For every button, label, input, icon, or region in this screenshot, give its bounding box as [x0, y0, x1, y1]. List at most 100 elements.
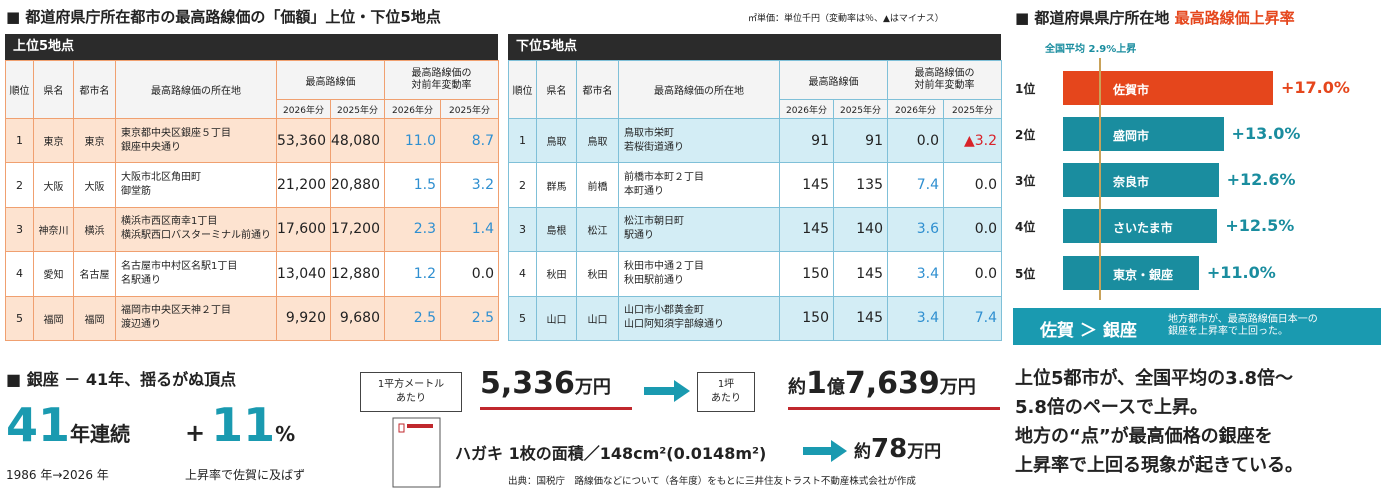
value-cell: 0.0 [943, 206, 1002, 253]
data-row: 2 大阪 大阪 大阪市北区角田町 御堂筋 21,200 20,880 1.5 3.2 [5, 162, 499, 208]
bar [1063, 71, 1273, 105]
data-row: 4 秋田 秋田 秋田市中通２丁目 秋田駅前通り 150 145 3.4 0.0 [508, 251, 1002, 297]
location-line: 秋田市中通２丁目 [624, 260, 704, 272]
unit: 万円 [574, 377, 611, 398]
column-header: 順位 [5, 60, 34, 119]
text-cell: 2 [5, 162, 34, 208]
location-line: 大阪市北区角田町 [121, 172, 201, 184]
summary-line: 上昇率で上回る現象が起きている。 [1015, 455, 1303, 476]
postcard-value: 約78万円 [854, 434, 941, 464]
category-label: 奈良市 [1113, 175, 1150, 189]
category-label: 佐賀市 [1113, 83, 1150, 97]
text-cell: 名古屋 [73, 251, 116, 297]
text-cell: 松江 [576, 206, 619, 253]
value-cell: 0.0 [943, 251, 1002, 297]
value-cell: 2.3 [384, 206, 441, 253]
table-title: 下位5地点 [508, 34, 1001, 60]
value-cell: 48,080 [330, 117, 385, 164]
column-header: 2026年分 [384, 99, 441, 119]
column-header: 2025年分 [330, 99, 385, 119]
text-cell: 4 [508, 251, 537, 297]
location-cell: 秋田市中通２丁目 秋田駅前通り [618, 251, 780, 297]
location-line: 松江市朝日町 [624, 216, 684, 228]
value-cell: 17,200 [330, 206, 385, 253]
rank-label: 1位 [1015, 82, 1036, 96]
value-cell: 145 [833, 251, 888, 297]
location-line: 山口市小郡黄金町 [624, 305, 704, 317]
text-cell: 秋田 [576, 251, 619, 297]
unit: 約 [854, 442, 871, 462]
column-header: 2025年分 [943, 99, 1002, 119]
header-row: 2026年分 2025年分 2026年分 2025年分 [509, 99, 1002, 119]
value-cell: 8.7 [440, 117, 499, 164]
column-header: 最高路線価の 対前年変動率 [384, 60, 499, 100]
value-cell: 135 [833, 162, 888, 208]
ginza-years: 41年連続 [6, 398, 130, 452]
header-line: 最高路線価の [914, 68, 975, 79]
value-cell: 150 [779, 251, 834, 297]
label-line: あたり [396, 393, 426, 404]
underline [788, 407, 1000, 410]
location-line: 横浜駅西口バスターミナル前通り [121, 230, 271, 242]
value-label: +11.0% [1206, 263, 1276, 282]
banner-line: 地方都市が、最高路線価日本一の [1168, 314, 1318, 325]
data-row: 3 神奈川 横浜 横浜市西区南幸1丁目 横浜駅西口バスターミナル前通り 17,600 17,… [5, 206, 499, 253]
location-line: 御堂筋 [121, 186, 151, 198]
location-cell: 前橋市本町２丁目 本町通り [618, 162, 780, 208]
average-line [1098, 58, 1101, 300]
data-row: 2 群馬 前橋 前橋市本町２丁目 本町通り 145 135 7.4 0.0 [508, 162, 1002, 208]
value-cell: 20,880 [330, 162, 385, 208]
value-cell: 3.4 [887, 295, 944, 341]
value-cell: 7.4 [887, 162, 944, 208]
value-cell: 0.0 [887, 117, 944, 164]
rank-label: 3位 [1015, 174, 1036, 188]
location-line: 福岡市中央区天神２丁目 [121, 305, 231, 317]
value-cell: 145 [779, 206, 834, 253]
value-cell: 17,600 [276, 206, 331, 253]
value-cell: 1.4 [440, 206, 499, 253]
unit-note: ㎡単価：単位千円（変動率は％、▲はマイナス） [748, 14, 944, 24]
banner-right: 地方都市が、最高路線価日本一の 銀座を上昇率で上回った。 [1168, 314, 1318, 338]
location-line: 鳥取市栄町 [624, 127, 674, 139]
location-cell: 横浜市西区南幸1丁目横浜駅西口バスターミナル前通り [115, 206, 277, 253]
value-cell: 0.0 [943, 162, 1002, 208]
column-header: 2025年分 [440, 99, 499, 119]
category-label: 東京・銀座 [1113, 268, 1174, 282]
bar [1063, 117, 1224, 151]
location-line: 横浜市西区南幸1丁目 [121, 216, 218, 228]
chart-title-prefix: ■ 都道府県県庁所在地 [1015, 9, 1170, 27]
location-cell: 名古屋市中村区名駅1丁目 名駅通り [115, 251, 277, 297]
location-line: 本町通り [624, 186, 664, 198]
column-header: 順位 [508, 60, 537, 119]
location-cell: 大阪市北区角田町 御堂筋 [115, 162, 277, 208]
chart-title: ■ 都道府県県庁所在地 最高路線価上昇率 [1015, 7, 1295, 28]
bar [1063, 163, 1219, 197]
text-cell: 横浜 [73, 206, 116, 253]
text-cell: 福岡 [33, 295, 74, 341]
data-row: 5 福岡 福岡 福岡市中央区天神２丁目 渡辺通り 9,920 9,680 2.5 2.5 [5, 295, 499, 341]
big-number: 11 [211, 398, 276, 452]
value-cell: 9,920 [276, 295, 331, 341]
text-cell: 山口 [576, 295, 619, 341]
per-sqm-value: 5,336万円 [480, 366, 611, 401]
rank-label: 5位 [1015, 267, 1036, 281]
column-header: 県名 [536, 60, 577, 119]
category-label: さいたま市 [1113, 221, 1173, 235]
column-header: 2026年分 [779, 99, 834, 119]
text-cell: 前橋 [576, 162, 619, 208]
value-cell: 12,880 [330, 251, 385, 297]
value-cell: 1.2 [384, 251, 441, 297]
postcard-text: ハガキ 1枚の面積／148cm²(0.0148m²) [455, 444, 767, 463]
banner-left: 佐賀 ＞ 銀座 [1040, 321, 1137, 341]
location-line: 名駅通り [121, 274, 161, 286]
value-cell: 11.0 [384, 117, 441, 164]
value-cell: 150 [779, 295, 834, 341]
column-header: 最高路線価の所在地 [115, 60, 277, 119]
text-cell: 山口 [536, 295, 577, 341]
value-cell: 7.4 [943, 295, 1002, 341]
table: 順位 県名 都市名 最高路線価の所在地 最高路線価 最高路線価の 対前年変動率 2026年分 2… [5, 60, 499, 341]
value-cell: 53,360 [276, 117, 331, 164]
text-cell: 鳥取 [536, 117, 577, 164]
value-cell: 0.0 [440, 251, 499, 297]
period: 1986 年→2026 年 [6, 468, 109, 482]
